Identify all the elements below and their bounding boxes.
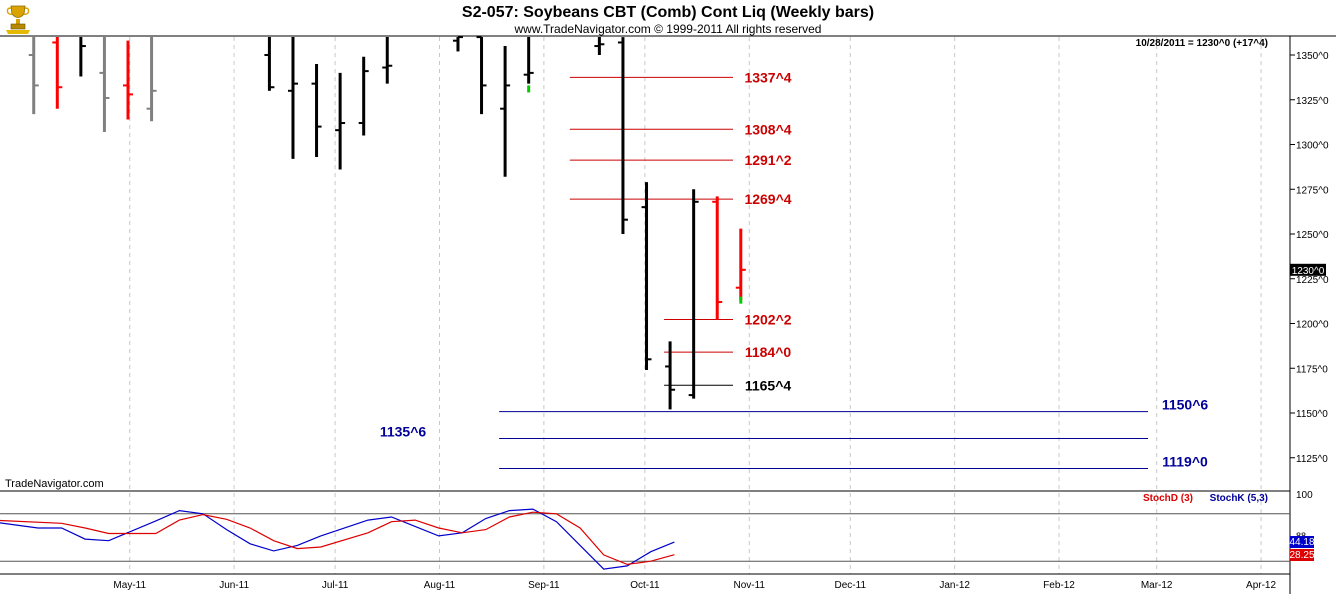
month-tick-label: Jul-11	[322, 580, 349, 591]
legend-stoch-d: StochD (3)	[1143, 493, 1193, 504]
ohlc-bars	[28, 36, 746, 410]
level-annotations: 1337^4 1308^4 1291^2 1269^4 1202^2 1184^0 1165…	[380, 69, 1209, 469]
stoch-d-value: 28.25	[1289, 550, 1314, 561]
month-tick-label: Mar-12	[1141, 580, 1173, 591]
price-tick-label: 1175^0	[1296, 364, 1328, 375]
month-tick-label: May-11	[113, 580, 146, 591]
ohlc-bar	[594, 37, 605, 55]
month-tick-label: Oct-11	[630, 580, 660, 591]
ohlc-bar	[476, 36, 487, 115]
stoch-k-line	[0, 508, 675, 570]
ohlc-bar	[123, 40, 133, 120]
current-price-box	[1290, 263, 1326, 276]
level-label: 1291^2	[744, 152, 791, 168]
month-gridlines: May-11 Jun-11 Jul-11 Aug-11 Sep-11 Oct-11 Nov-…	[113, 37, 1276, 591]
price-tick-label: 1200^0	[1296, 320, 1329, 331]
price-tick-label: 1300^0	[1296, 141, 1329, 152]
price-tick-label: 1225^0	[1296, 275, 1329, 286]
ohlc-bar	[311, 63, 322, 158]
month-tick-label: Dec-11	[835, 580, 867, 591]
ohlc-bar	[523, 37, 534, 84]
month-tick-label: Aug-11	[424, 580, 456, 591]
ohlc-bar	[335, 72, 346, 170]
ohlc-bar	[287, 37, 298, 159]
ohlc-bar	[99, 37, 110, 132]
quote-readout: 10/28/2011 = 1230^0 (+17^4)	[1136, 38, 1268, 49]
month-tick-label: Apr-12	[1246, 580, 1276, 591]
ohlc-bar	[264, 37, 275, 91]
ohlc-bar	[358, 56, 369, 136]
stoch-d-value-box	[1290, 549, 1314, 561]
ohlc-bar	[617, 37, 628, 234]
month-tick-label: Nov-11	[734, 580, 766, 591]
month-tick-label: Feb-12	[1043, 580, 1075, 591]
indicator-tick-100: 100	[1296, 490, 1313, 501]
level-label: 1202^2	[744, 311, 791, 327]
level-label: 1135^6	[380, 424, 427, 440]
stoch-k-value: 44.18	[1289, 537, 1314, 548]
level-label: 1269^4	[744, 191, 791, 207]
ohlc-bar	[641, 182, 652, 371]
level-label: 1165^4	[745, 377, 792, 393]
price-tick-label: 1125^0	[1296, 454, 1328, 465]
legend-stoch-k: StochK (5,3)	[1210, 493, 1268, 504]
level-label: 1308^4	[744, 121, 791, 137]
level-label: 1150^6	[1162, 397, 1209, 413]
ohlc-bar	[712, 196, 723, 320]
chart-title: S2-057: Soybeans CBT (Comb) Cont Liq (We…	[462, 4, 874, 21]
month-tick-label: Jan-12	[939, 580, 970, 591]
price-tick-label: 1150^0	[1296, 409, 1328, 420]
stochastic-lines	[0, 508, 1290, 570]
ohlc-bar	[28, 37, 39, 115]
ohlc-bar	[500, 46, 511, 177]
price-tick-label: 1250^0	[1296, 230, 1329, 241]
ohlc-bar	[665, 341, 676, 410]
ohlc-bar	[146, 37, 157, 122]
trophy-logo-icon	[6, 5, 30, 34]
ohlc-bar	[735, 228, 746, 301]
price-tick-label: 1275^0	[1296, 185, 1329, 196]
level-label: 1184^0	[745, 344, 792, 360]
stoch-k-value-box	[1290, 536, 1314, 548]
ohlc-bar	[52, 37, 63, 109]
price-axis: 1350^0 1325^0 1300^0 1275^0 1250^0 1225^0 1200…	[1290, 51, 1329, 465]
ohlc-bar	[79, 37, 86, 77]
price-tick-label: 1350^0	[1296, 51, 1329, 62]
copyright-subtitle: www.TradeNavigator.com © 1999-2011 All r…	[514, 22, 822, 36]
ohlc-bar	[382, 37, 393, 84]
price-tick-label: 1325^0	[1296, 96, 1329, 107]
month-tick-label: Jun-11	[219, 580, 249, 591]
stoch-d-line	[0, 511, 675, 566]
current-price-label: 1230^0	[1292, 266, 1325, 277]
month-tick-label: Sep-11	[528, 580, 560, 591]
level-label: 1119^0	[1162, 453, 1208, 469]
level-label: 1337^4	[744, 69, 791, 85]
ohlc-bar	[688, 189, 699, 399]
watermark-text: TradeNavigator.com	[5, 478, 104, 490]
ohlc-bar	[452, 36, 463, 52]
